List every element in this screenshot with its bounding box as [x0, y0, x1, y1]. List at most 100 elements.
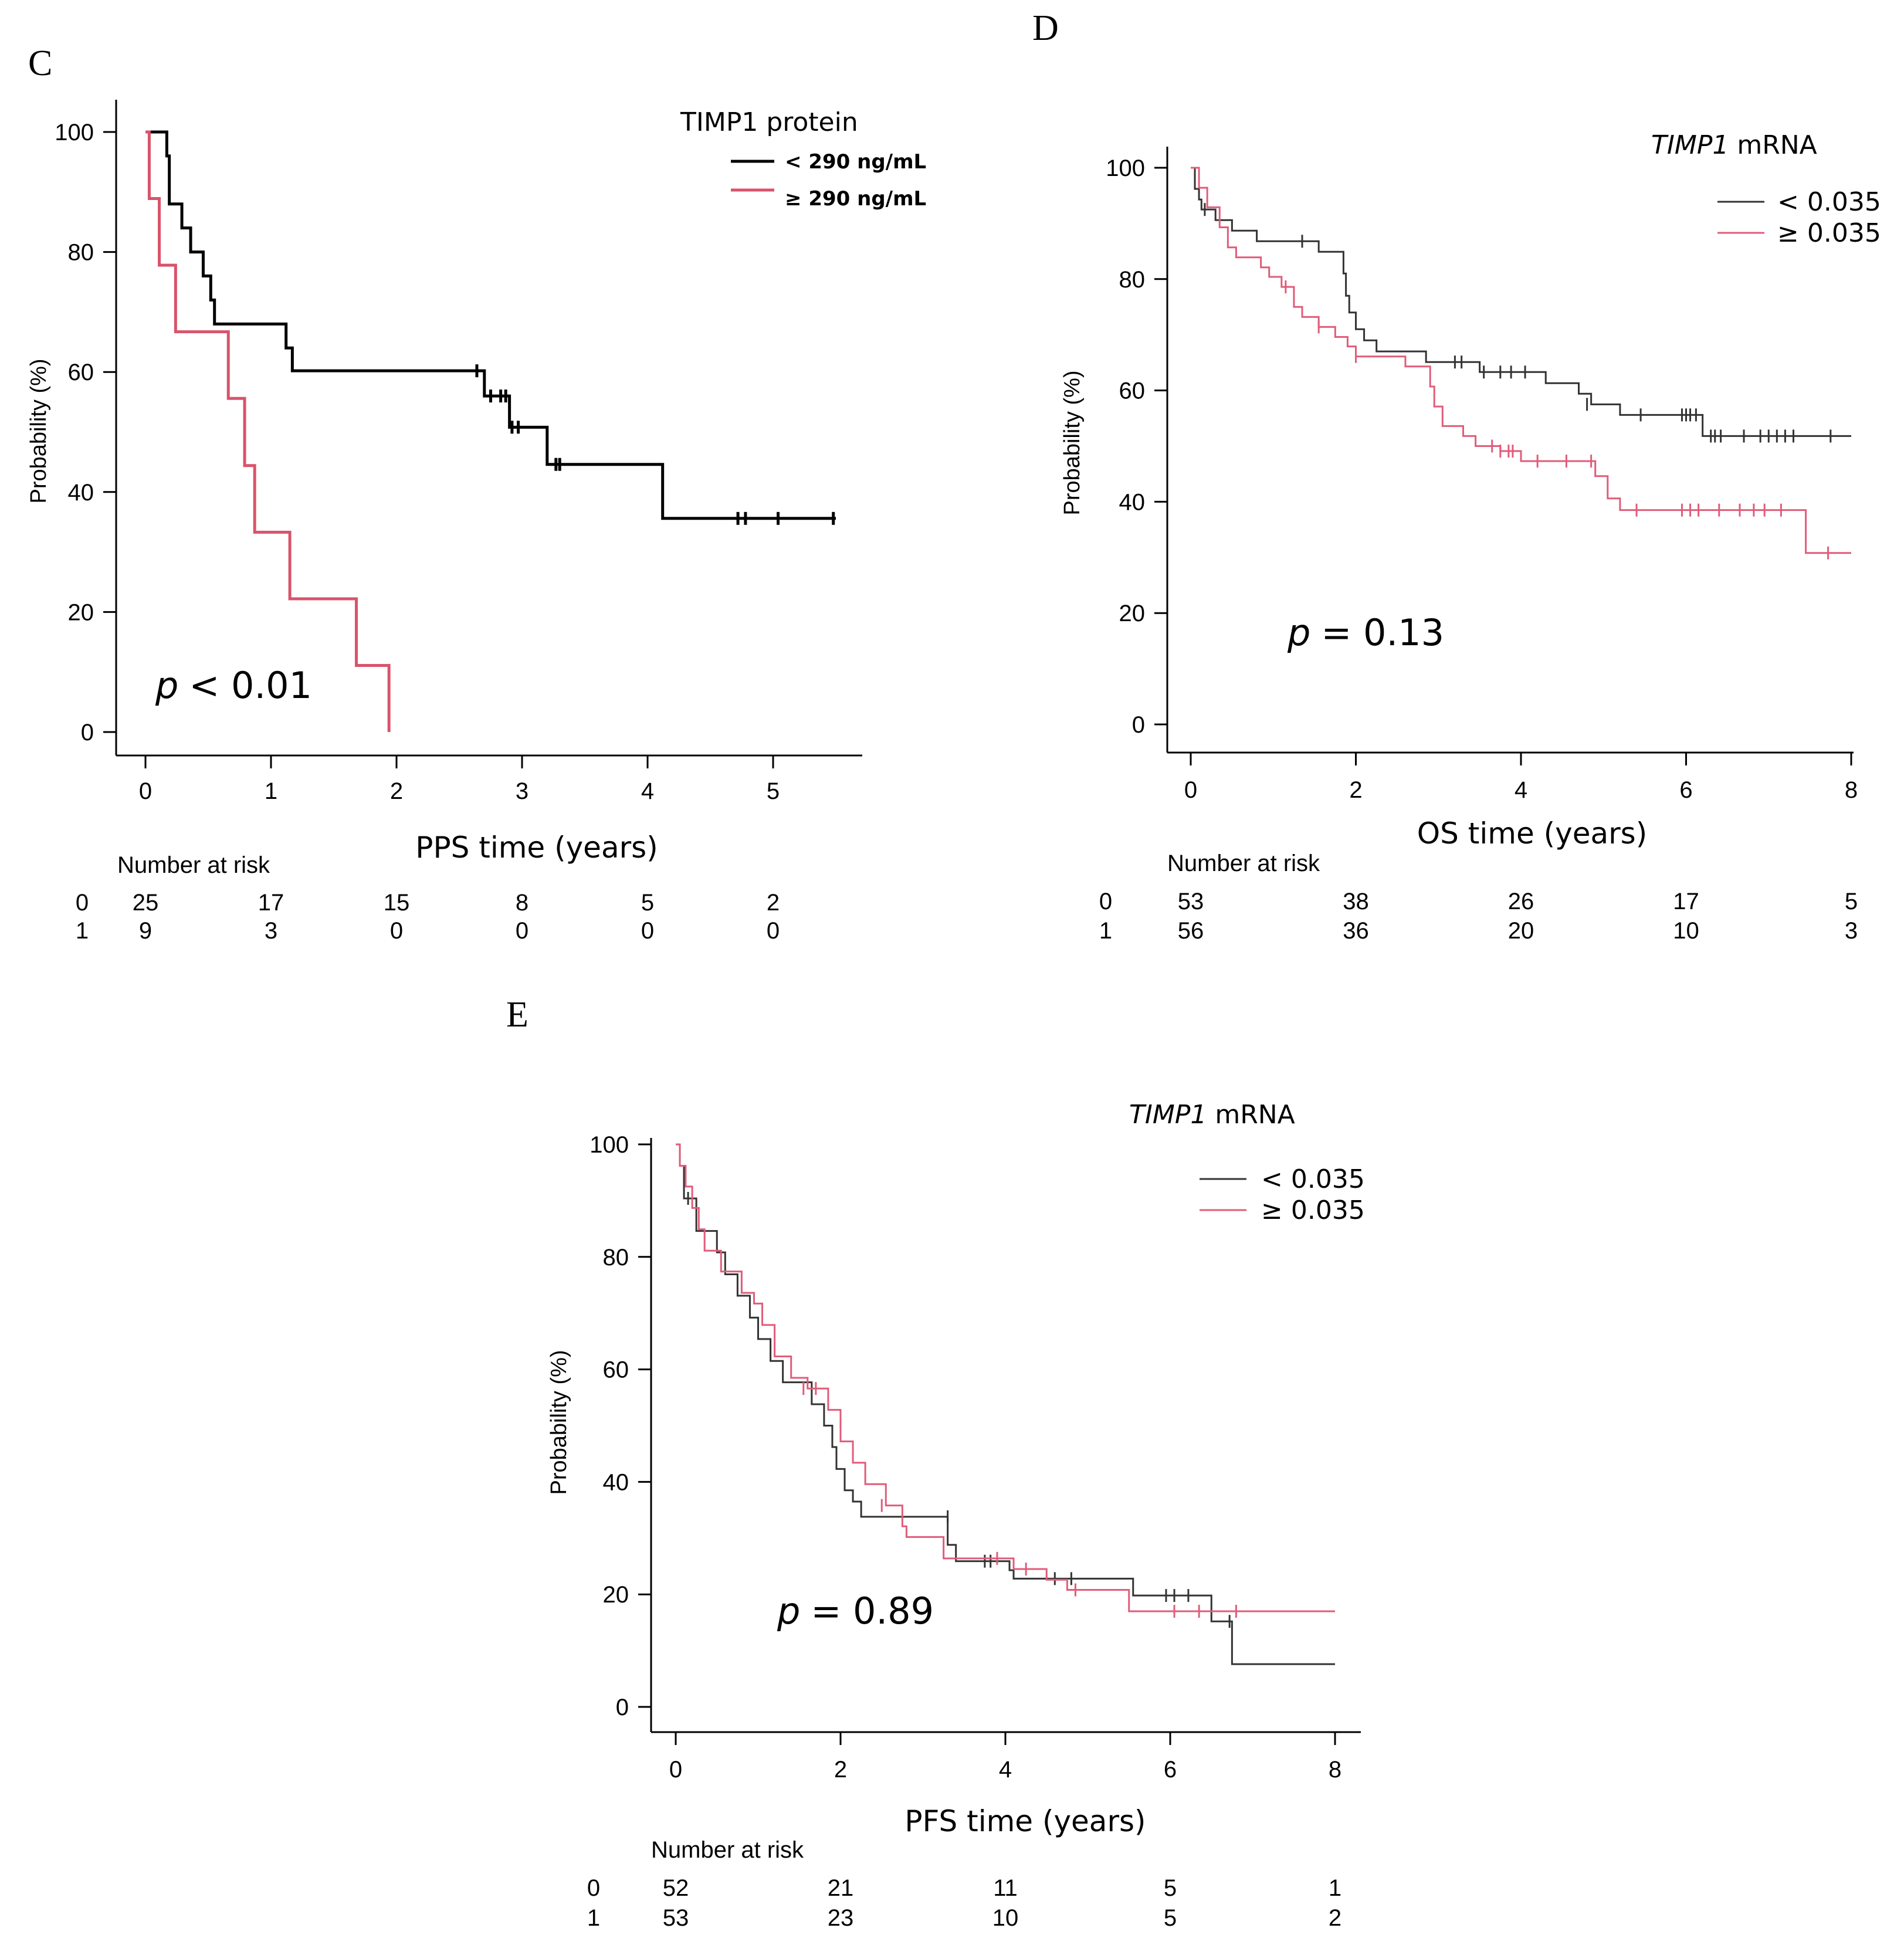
x-tick-label-e: 6 [1164, 1757, 1177, 1783]
risk-count-c: 9 [139, 918, 152, 944]
km-curve-c-series-1 [145, 130, 391, 732]
p-symbol-c: p [155, 664, 178, 707]
risk-count-c: 0 [641, 918, 654, 944]
risk-title-c: Number at risk [117, 852, 270, 878]
p-text-c: < 0.01 [189, 664, 312, 707]
risk-count-d: 5 [1845, 889, 1858, 914]
risk-count-c: 2 [767, 890, 780, 916]
legend-title-e: TIMP1 mRNA [1129, 1100, 1295, 1130]
x-axis-title-d: OS time (years) [1417, 816, 1647, 851]
y-tick-label-d: 80 [1119, 267, 1146, 293]
risk-count-c: 3 [265, 918, 277, 944]
risk-count-e: 5 [1164, 1875, 1177, 1901]
risk-count-c: 8 [516, 890, 528, 916]
x-tick-label-d: 8 [1845, 777, 1858, 803]
panel-letter-c: C [28, 43, 52, 83]
x-tick-label-c: 3 [516, 778, 528, 804]
y-tick-label-c: 100 [55, 120, 94, 145]
x-tick-label-d: 0 [1184, 777, 1197, 803]
x-axis-title-e: PFS time (years) [904, 1804, 1146, 1838]
panel-d: D TIMP1 mRNA < 0.035 ≥ 0.035 02040608010… [1032, 8, 1881, 944]
risk-count-c: 0 [390, 918, 403, 944]
legend-label-e-low: < 0.035 [1261, 1164, 1365, 1194]
risk-count-c: 0 [516, 918, 528, 944]
panel-letter-e: E [506, 995, 528, 1035]
risk-count-d: 53 [1178, 889, 1204, 914]
x-tick-label-c: 2 [390, 778, 403, 804]
risk-count-c: 15 [384, 890, 410, 916]
p-value-e: p = 0.89 [777, 1590, 934, 1632]
x-tick-label-c: 0 [139, 778, 152, 804]
x-tick-label-e: 8 [1329, 1757, 1341, 1783]
p-text-e: = 0.89 [811, 1590, 934, 1632]
risk-table-e: 0 52 21 11 5 11 53 23 10 5 2 [587, 1875, 1341, 1931]
y-tick-label-c: 0 [81, 720, 94, 746]
risk-count-e: 53 [663, 1905, 689, 1931]
legend-label-d-low: < 0.035 [1777, 187, 1881, 217]
y-tick-label-e: 80 [603, 1245, 629, 1270]
risk-count-c: 0 [767, 918, 780, 944]
y-tick-label-d: 40 [1119, 489, 1146, 515]
y-tick-label-c: 80 [68, 240, 94, 266]
risk-group-label-e: 1 [587, 1905, 600, 1931]
risk-count-c: 25 [133, 890, 159, 916]
risk-count-e: 52 [663, 1875, 689, 1901]
legend-title-e-rest: mRNA [1207, 1100, 1295, 1130]
p-text-d: = 0.13 [1321, 611, 1444, 654]
legend-title-d-gene: TIMP1 [1651, 130, 1729, 160]
risk-group-label-e: 0 [587, 1875, 600, 1901]
risk-count-c: 17 [258, 890, 284, 916]
legend-title-c: TIMP1 protein [680, 107, 858, 137]
y-tick-label-d: 60 [1119, 378, 1146, 404]
risk-count-d: 17 [1673, 889, 1699, 914]
x-tick-label-e: 0 [669, 1757, 682, 1783]
risk-group-label-c: 1 [76, 918, 89, 944]
y-tick-label-c: 60 [68, 360, 94, 385]
x-tick-label-e: 2 [834, 1757, 847, 1783]
p-value-d: p = 0.13 [1287, 611, 1444, 654]
risk-group-label-d: 1 [1099, 918, 1112, 944]
y-tick-label-e: 60 [603, 1357, 629, 1383]
km-curve-e-series-0 [676, 1143, 1335, 1665]
x-tick-label-d: 6 [1679, 777, 1692, 803]
y-tick-label-c: 40 [68, 480, 94, 506]
p-symbol-e: p [777, 1590, 800, 1632]
y-tick-label-d: 20 [1119, 601, 1146, 626]
y-tick-label-d: 0 [1132, 712, 1145, 738]
plot-area-e: 0 20 40 60 80 100 0 2 4 6 8 [590, 1132, 1361, 1783]
km-curve-e-series-1 [676, 1143, 1335, 1612]
risk-count-e: 23 [828, 1905, 854, 1931]
km-curve-c-series-0 [145, 130, 836, 520]
risk-group-label-d: 0 [1099, 889, 1112, 914]
legend-label-c-low: < 290 ng/mL [785, 150, 926, 174]
legend-label-d-high: ≥ 0.035 [1777, 218, 1881, 248]
risk-title-d: Number at risk [1167, 851, 1320, 876]
risk-count-d: 20 [1508, 918, 1534, 944]
risk-count-d: 56 [1178, 918, 1204, 944]
p-value-c: p < 0.01 [155, 664, 312, 707]
x-tick-label-e: 4 [999, 1757, 1012, 1783]
km-curve-d-series-1 [1191, 167, 1851, 554]
risk-group-label-c: 0 [76, 890, 89, 916]
panel-letter-d: D [1032, 8, 1059, 48]
y-tick-label-e: 100 [590, 1132, 629, 1158]
p-symbol-d: p [1287, 611, 1310, 654]
risk-count-e: 21 [828, 1875, 854, 1901]
risk-count-d: 10 [1673, 918, 1699, 944]
legend-label-e-high: ≥ 0.035 [1261, 1195, 1365, 1225]
risk-count-e: 10 [992, 1905, 1019, 1931]
x-tick-label-d: 4 [1515, 777, 1527, 803]
x-axis-title-c: PPS time (years) [415, 831, 658, 865]
risk-count-e: 5 [1164, 1905, 1177, 1931]
plot-area-d: 0 20 40 60 80 100 0 2 4 6 8 [1106, 147, 1858, 803]
risk-count-e: 2 [1329, 1905, 1341, 1931]
x-tick-label-c: 1 [265, 778, 277, 804]
panel-c: C TIMP1 protein < 290 ng/mL ≥ 290 ng/mL … [26, 43, 926, 944]
y-tick-label-d: 100 [1106, 155, 1145, 181]
y-axis-title-e: Probability (%) [547, 1350, 571, 1495]
plot-area-c: 0 20 40 60 80 100 0 1 2 3 4 5 [55, 100, 862, 804]
y-tick-label-e: 40 [603, 1469, 629, 1495]
risk-table-c: 0 25 17 15 8 5 2 1 9 3 0 0 0 0 [76, 890, 780, 944]
panel-e: E TIMP1 mRNA < 0.035 ≥ 0.035 02040608010… [506, 995, 1365, 1931]
